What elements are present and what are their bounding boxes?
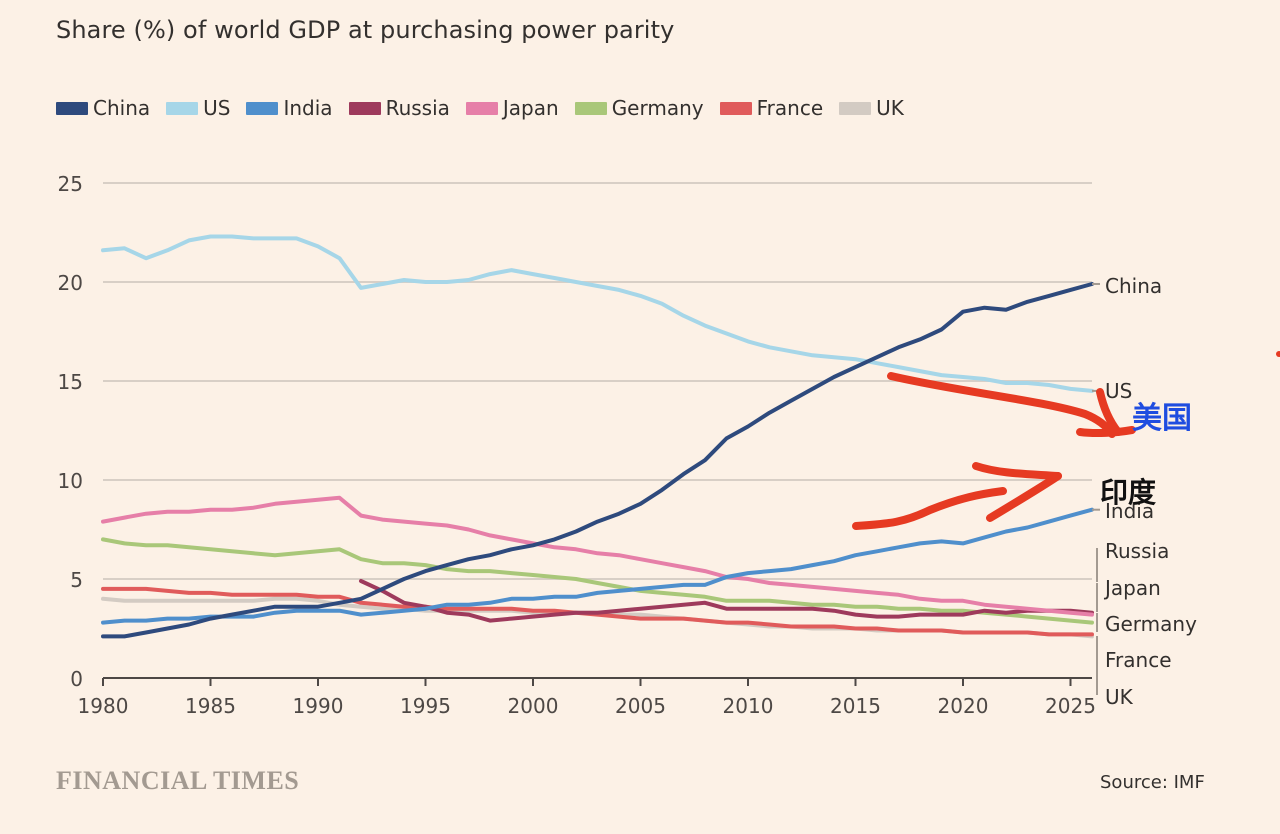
annotation-arrow xyxy=(887,372,1116,438)
legend-swatch xyxy=(839,101,872,115)
y-tick-label: 10 xyxy=(58,469,83,493)
legend-swatch xyxy=(166,101,199,115)
series-label-japan: Japan xyxy=(1103,576,1161,600)
x-tick-label: 2000 xyxy=(508,694,559,718)
y-tick-label: 20 xyxy=(58,271,83,295)
legend-item-japan: Japan xyxy=(465,96,559,120)
legend-label: Japan xyxy=(502,96,559,120)
legend-item-china: China xyxy=(56,96,150,120)
series-line-china xyxy=(101,282,1094,639)
series-label-india: India xyxy=(1105,499,1154,523)
annotation-label-india: 印度 xyxy=(1100,476,1156,509)
annotation-label-us: 美国 xyxy=(1132,401,1192,436)
series-line-us xyxy=(101,234,1094,393)
x-tick-label: 2005 xyxy=(615,694,666,718)
legend-swatch xyxy=(465,101,498,115)
legend-label: China xyxy=(93,96,151,120)
legend-item-india: India xyxy=(246,96,333,120)
legend-item-russia: Russia xyxy=(348,96,450,120)
annotation-arrow xyxy=(972,462,1062,480)
legend-item-uk: UK xyxy=(839,96,904,120)
legend-swatch xyxy=(719,101,752,115)
chart-legend: China US India Russia Japan Germany France UK xyxy=(56,96,920,120)
series-label-uk: UK xyxy=(1105,685,1134,709)
series-line-japan xyxy=(101,495,1094,617)
x-tick-label: 1980 xyxy=(78,694,129,718)
series-label-russia: Russia xyxy=(1105,539,1169,563)
y-tick-label: 5 xyxy=(70,568,83,592)
series-line-germany xyxy=(101,537,1094,625)
legend-item-us: US xyxy=(166,96,230,120)
annotation-arrow xyxy=(852,487,1007,530)
legend-swatch xyxy=(348,101,381,115)
legend-swatch xyxy=(246,101,279,115)
source-note: Source: IMF xyxy=(1100,772,1205,793)
x-tick-label: 2015 xyxy=(830,694,881,718)
legend-label: Russia xyxy=(385,96,450,120)
y-tick-label: 0 xyxy=(70,667,83,691)
legend-label: Germany xyxy=(611,96,704,120)
annotation-arrow xyxy=(986,472,1062,522)
series-label-germany: Germany xyxy=(1105,612,1197,636)
x-tick-label: 1995 xyxy=(400,694,451,718)
series-line-russia xyxy=(359,579,1094,623)
y-tick-label: 15 xyxy=(58,370,83,394)
legend-item-france: France xyxy=(719,96,824,120)
x-tick-label: 2010 xyxy=(723,694,774,718)
x-tick-label: 2025 xyxy=(1045,694,1096,718)
series-label-france: France xyxy=(1105,648,1172,672)
legend-label: France xyxy=(756,96,824,120)
series-line-india xyxy=(101,507,1094,625)
legend-label: India xyxy=(283,96,333,120)
brand-logo: FINANCIAL TIMES xyxy=(56,766,300,795)
y-tick-label: 25 xyxy=(58,172,83,196)
legend-item-germany: Germany xyxy=(574,96,704,120)
x-tick-label: 1990 xyxy=(293,694,344,718)
x-tick-label: 1985 xyxy=(185,694,236,718)
legend-swatch xyxy=(574,101,607,115)
legend-swatch xyxy=(56,101,88,115)
x-tick-label: 2020 xyxy=(938,694,989,718)
series-label-us: US xyxy=(1105,379,1132,403)
legend-label: UK xyxy=(876,96,904,120)
annotation-arrow xyxy=(1076,426,1136,438)
annotation-dot xyxy=(1276,351,1280,357)
legend-label: US xyxy=(203,96,231,120)
chart-title: Share (%) of world GDP at purchasing pow… xyxy=(56,16,675,44)
series-label-china: China xyxy=(1105,274,1162,298)
